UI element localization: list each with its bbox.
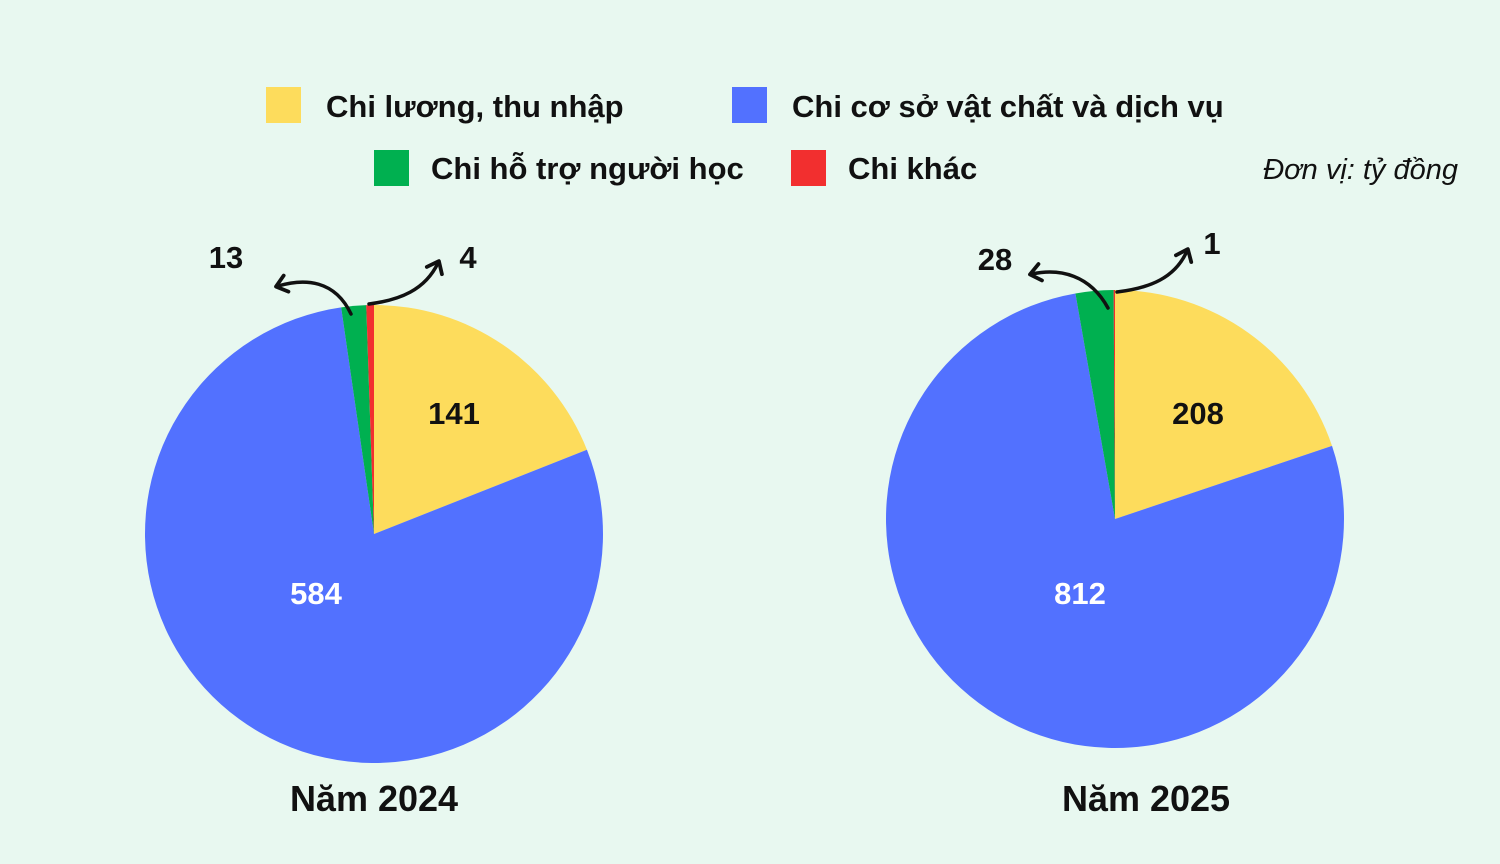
legend-swatch-salary — [266, 87, 301, 123]
legend-label-other: Chi khác — [848, 151, 977, 186]
slice-label-other-2024: 4 — [459, 240, 477, 275]
legend-swatch-student-support — [374, 150, 409, 186]
legend-swatch-other — [791, 150, 826, 186]
pie-slice-other-2025 — [1113, 289, 1115, 519]
slice-label-student-support-2024: 13 — [209, 240, 243, 275]
legend-swatch-facilities — [732, 87, 767, 123]
pie-chart-2024: 141 584 13 4 Năm 2024 — [144, 240, 603, 819]
legend-item-other: Chi khác — [791, 150, 977, 186]
callout-arrow-student-support-2024 — [274, 273, 353, 316]
slice-label-facilities-2024: 584 — [290, 576, 342, 611]
pie-slice-facilities-2024 — [144, 307, 603, 764]
pie-slice-student-support-2024 — [341, 305, 374, 534]
pie-slice-facilities-2025 — [886, 293, 1345, 749]
slice-label-salary-2025: 208 — [1172, 396, 1224, 431]
legend: Chi lương, thu nhập Chi cơ sở vật chất v… — [266, 87, 1224, 186]
legend-item-salary: Chi lương, thu nhập — [266, 87, 624, 124]
legend-label-salary: Chi lương, thu nhập — [326, 89, 624, 124]
slice-label-student-support-2025: 28 — [978, 242, 1012, 277]
chart-title-2025: Năm 2025 — [1062, 778, 1230, 819]
pie-slice-student-support-2025 — [1075, 290, 1115, 519]
pie-slice-salary-2025 — [1115, 290, 1333, 519]
callout-arrow-student-support-2025 — [1028, 262, 1110, 310]
pie-slice-salary-2024 — [374, 305, 587, 534]
legend-label-student-support: Chi hỗ trợ người học — [431, 151, 744, 186]
legend-item-student-support: Chi hỗ trợ người học — [374, 150, 744, 186]
slice-label-other-2025: 1 — [1203, 226, 1220, 261]
unit-label: Đơn vị: tỷ đồng — [1263, 154, 1458, 186]
pie-chart-2025: 208 812 28 1 Năm 2025 — [886, 226, 1345, 819]
callout-arrow-other-2025 — [1115, 247, 1194, 294]
pie-slice-other-2024 — [366, 305, 374, 534]
slice-label-facilities-2025: 812 — [1054, 576, 1106, 611]
legend-item-facilities: Chi cơ sở vật chất và dịch vụ — [732, 87, 1224, 124]
chart-title-2024: Năm 2024 — [290, 778, 458, 819]
slice-label-salary-2024: 141 — [428, 396, 480, 431]
legend-label-facilities: Chi cơ sở vật chất và dịch vụ — [792, 89, 1224, 124]
callout-arrow-other-2024 — [367, 259, 444, 306]
